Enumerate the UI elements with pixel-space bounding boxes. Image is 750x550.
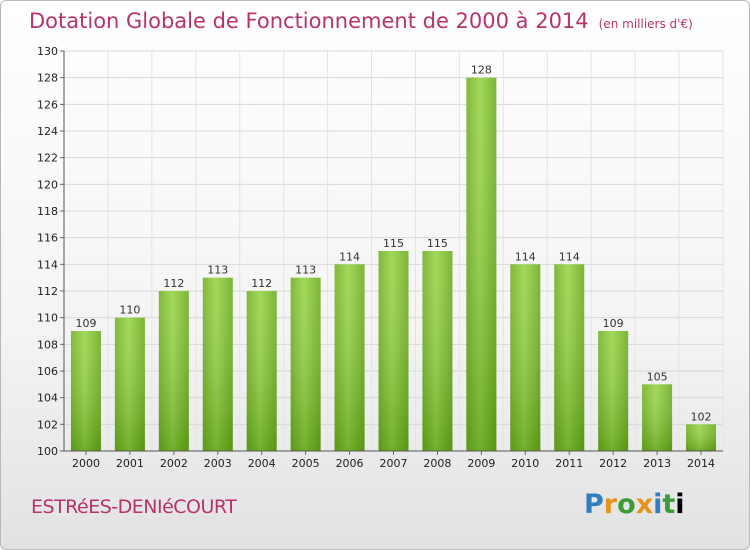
x-tick-label: 2001 — [116, 457, 144, 470]
y-tick-label: 104 — [37, 392, 58, 405]
x-tick-label: 2005 — [292, 457, 320, 470]
x-tick-label: 2013 — [643, 457, 671, 470]
y-tick-label: 112 — [37, 285, 58, 298]
y-tick-label: 110 — [37, 312, 58, 325]
y-tick-label: 122 — [37, 152, 58, 165]
bar-shade — [378, 251, 409, 451]
chart-title-text: Dotation Globale de Fonctionnement de 20… — [29, 9, 589, 33]
chart-title: Dotation Globale de Fonctionnement de 20… — [29, 9, 693, 33]
bar-shade — [290, 277, 321, 451]
bar-value-label: 112 — [251, 277, 272, 290]
bar-value-label: 113 — [207, 264, 228, 277]
bar-shade — [686, 424, 717, 451]
bar-value-label: 114 — [515, 250, 536, 263]
chart-unit: (en milliers d'€) — [598, 17, 693, 31]
bar-shade — [334, 264, 365, 451]
bar-shade — [70, 331, 101, 451]
x-tick-label: 2011 — [555, 457, 583, 470]
x-tick-label: 2004 — [248, 457, 276, 470]
y-tick-label: 116 — [37, 232, 58, 245]
bar-shade — [202, 277, 233, 451]
y-tick-label: 106 — [37, 365, 58, 378]
y-tick-label: 126 — [37, 98, 58, 111]
y-tick-label: 102 — [37, 418, 58, 431]
bar-shade — [510, 264, 541, 451]
x-tick-label: 2014 — [687, 457, 715, 470]
x-tick-label: 2002 — [160, 457, 188, 470]
bar-value-label: 114 — [339, 250, 360, 263]
y-tick-label: 124 — [37, 125, 58, 138]
bar-shade — [466, 77, 497, 452]
bar-value-label: 109 — [75, 317, 96, 330]
y-tick-label: 118 — [37, 205, 58, 218]
bar-value-label: 114 — [559, 250, 580, 263]
bar-value-label: 115 — [383, 237, 404, 250]
bar-value-label: 112 — [163, 277, 184, 290]
y-tick-label: 114 — [37, 258, 58, 271]
bar-value-label: 110 — [119, 304, 140, 317]
bar-value-label: 113 — [295, 264, 316, 277]
bar-value-label: 115 — [427, 237, 448, 250]
bar-shade — [422, 251, 453, 451]
bar-value-label: 105 — [647, 370, 668, 383]
y-tick-label: 128 — [37, 72, 58, 85]
y-tick-label: 120 — [37, 178, 58, 191]
bar-shade — [246, 291, 277, 451]
bar-shade — [114, 317, 145, 451]
commune-name: ESTRéES-DENIéCOURT — [31, 496, 237, 518]
x-tick-label: 2012 — [599, 457, 627, 470]
bar-shade — [642, 384, 673, 451]
proxiti-logo: Proxiti — [584, 489, 685, 520]
bar-value-label: 102 — [691, 410, 712, 423]
x-tick-label: 2008 — [423, 457, 451, 470]
x-tick-label: 2003 — [204, 457, 232, 470]
y-tick-label: 108 — [37, 338, 58, 351]
bar-value-label: 128 — [471, 64, 492, 77]
y-tick-label: 130 — [37, 45, 58, 58]
bar-shade — [158, 291, 189, 451]
bar-shade — [598, 331, 629, 451]
x-tick-label: 2007 — [380, 457, 408, 470]
x-tick-label: 2000 — [72, 457, 100, 470]
x-tick-label: 2006 — [336, 457, 364, 470]
bar-value-label: 109 — [603, 317, 624, 330]
bar-shade — [554, 264, 585, 451]
x-tick-label: 2009 — [467, 457, 495, 470]
y-tick-label: 100 — [37, 445, 58, 458]
x-tick-label: 2010 — [511, 457, 539, 470]
